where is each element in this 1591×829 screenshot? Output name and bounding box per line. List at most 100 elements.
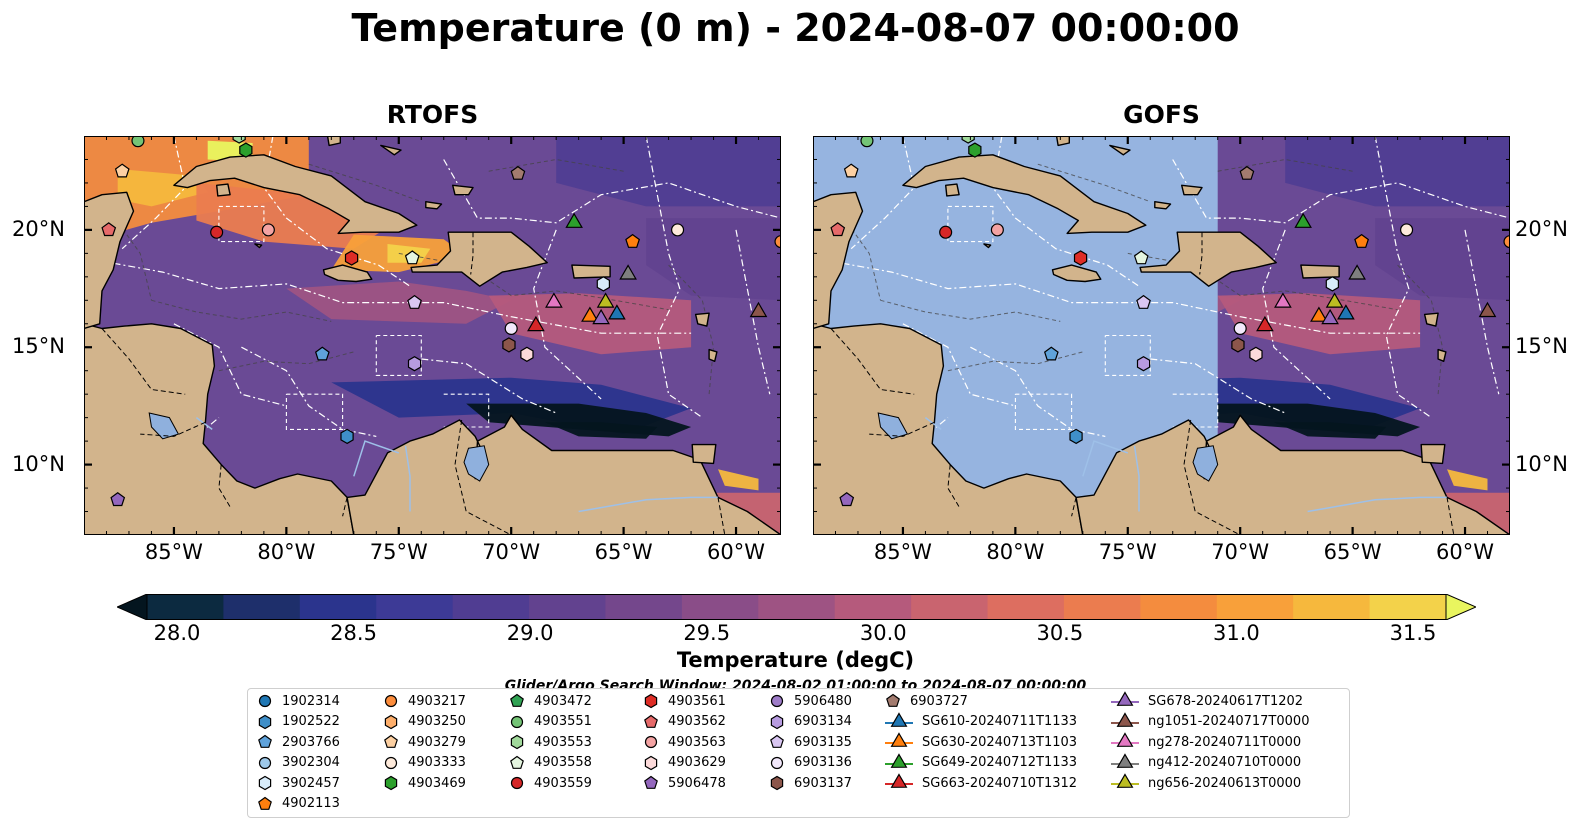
marker-6903727 [510,165,526,180]
marker-6903135 [407,294,422,309]
marker-6903134 [407,356,422,372]
river [1307,496,1447,513]
legend-label: 4902113 [282,796,340,811]
jamaica-land [322,264,373,283]
rtofs-lat-tick-label: 15°N [12,334,65,359]
legend-marker-symbol [384,756,398,769]
colorbar-tick-label: 29.5 [683,621,731,645]
marker-2903766 [1043,346,1059,361]
colorbar-over-arrow [1445,594,1476,620]
country-border [717,497,726,535]
legend-marker-symbol [644,693,658,709]
colorbar-under-arrow [117,594,148,620]
gofs-lon-tick-label: 60°W [1436,540,1495,564]
legend-marker-symbol [384,734,398,748]
rtofs-map[interactable] [84,136,781,535]
colorbar-swatch [1063,594,1141,620]
legend-marker-symbol [510,693,524,707]
marker-SG630-20240713T1103 [1310,306,1328,322]
temperature-patch [1217,293,1421,355]
guadeloupe-land [694,312,710,327]
legend-marker-symbol [644,775,658,789]
hexagon-marker-icon [644,755,658,770]
bathymetry-contour [106,206,152,301]
triangle-marker-icon [1111,752,1139,768]
eez-boundary [421,358,557,414]
legend-item: ng278-20240711T0000 [1110,732,1301,752]
country-border [140,421,206,437]
legend-label: 6903135 [794,734,852,750]
legend-item: ng1051-20240717T0000 [1110,711,1310,732]
legend-marker-symbol [770,756,784,769]
legend-marker-symbol [258,796,272,810]
legend-item: 4903558 [508,753,592,773]
legend-label: ng656-20240613T0000 [1148,775,1302,791]
legend-marker-symbol [510,776,524,790]
legend-label: ng1051-20240717T0000 [1148,714,1310,729]
marker-ng278-20240711T0000 [1274,292,1292,308]
legend-label: ng278-20240711T0000 [1148,734,1302,750]
legend-label: 4903551 [534,714,592,729]
hexagon-marker-icon [258,775,272,791]
legend-label: 4903553 [534,734,592,750]
lake-nicaragua [877,412,909,440]
pentagon-marker-icon [258,796,272,810]
martinique-land [1437,348,1447,363]
marker-4903629 [1249,346,1263,362]
pentagon-marker-icon [770,734,784,748]
marker-SG678-20240617T1202 [592,308,610,325]
marker-ng412-20240710T0000 [619,264,637,280]
colorbar-swatch [1216,594,1294,620]
country-border [101,328,186,395]
colorbar-swatch [605,594,683,620]
legend-item: 4903469 [382,773,466,793]
triangle-marker-icon [1111,773,1139,788]
hexagon-marker-icon [384,775,398,791]
legend-marker-symbol [890,732,908,747]
legend-label: 4903629 [668,755,726,770]
marker-4902113 [625,233,641,248]
circle-marker-icon [258,756,272,769]
river [924,416,942,431]
legend-item: 4903250 [382,712,466,732]
marker-6903727 [1239,165,1255,180]
country-border [1199,232,1203,275]
gofs-map[interactable] [813,136,1510,535]
marker-1902522 [340,428,354,445]
triangle-marker-icon [885,773,913,788]
region-box [375,334,422,376]
legend-marker-symbol [1116,711,1134,727]
marker-1902522 [1069,428,1083,445]
legend-label: ng412-20240710T0000 [1148,755,1302,770]
legend-item: 4903472 [508,691,592,711]
legend-marker-symbol [644,755,658,770]
legend-marker-symbol [770,775,784,791]
rtofs-lon-tick-label: 85°W [144,540,203,564]
figure-title: Temperature (0 m) - 2024-08-07 00:00:00 [351,6,1240,50]
marker-SG649-20240712T1133 [1294,212,1312,228]
legend-label: SG610-20240711T1133 [922,714,1078,729]
legend-item: 4903279 [382,732,466,752]
bathymetry-contour [947,351,1083,372]
colorbar-tick-label: 28.5 [330,621,377,645]
circle-marker-icon [510,776,524,790]
legend-label: 4903279 [408,734,466,750]
marker-4903558 [404,250,420,265]
legend-item: 6903135 [768,732,852,752]
cayman-land [983,243,992,249]
inagua-land [425,200,443,210]
marker-SG610-20240711T1133 [1337,304,1355,320]
circle-marker-icon [644,735,658,749]
isla-juventud-land [215,183,231,197]
colorbar-swatch [1369,594,1447,620]
map-frame [813,136,1510,535]
isla-juventud-land [944,183,960,197]
legend-marker-symbol [886,693,900,707]
puerto-rico-land [571,264,611,279]
gofs-lon-tick-label: 65°W [1323,540,1382,564]
landmasses [84,136,781,535]
marker-ng1051-20240717T0000 [749,301,768,318]
legend-marker-symbol [384,714,398,729]
legend-label: 5906478 [668,775,726,791]
bathymetry-contour [308,163,422,203]
